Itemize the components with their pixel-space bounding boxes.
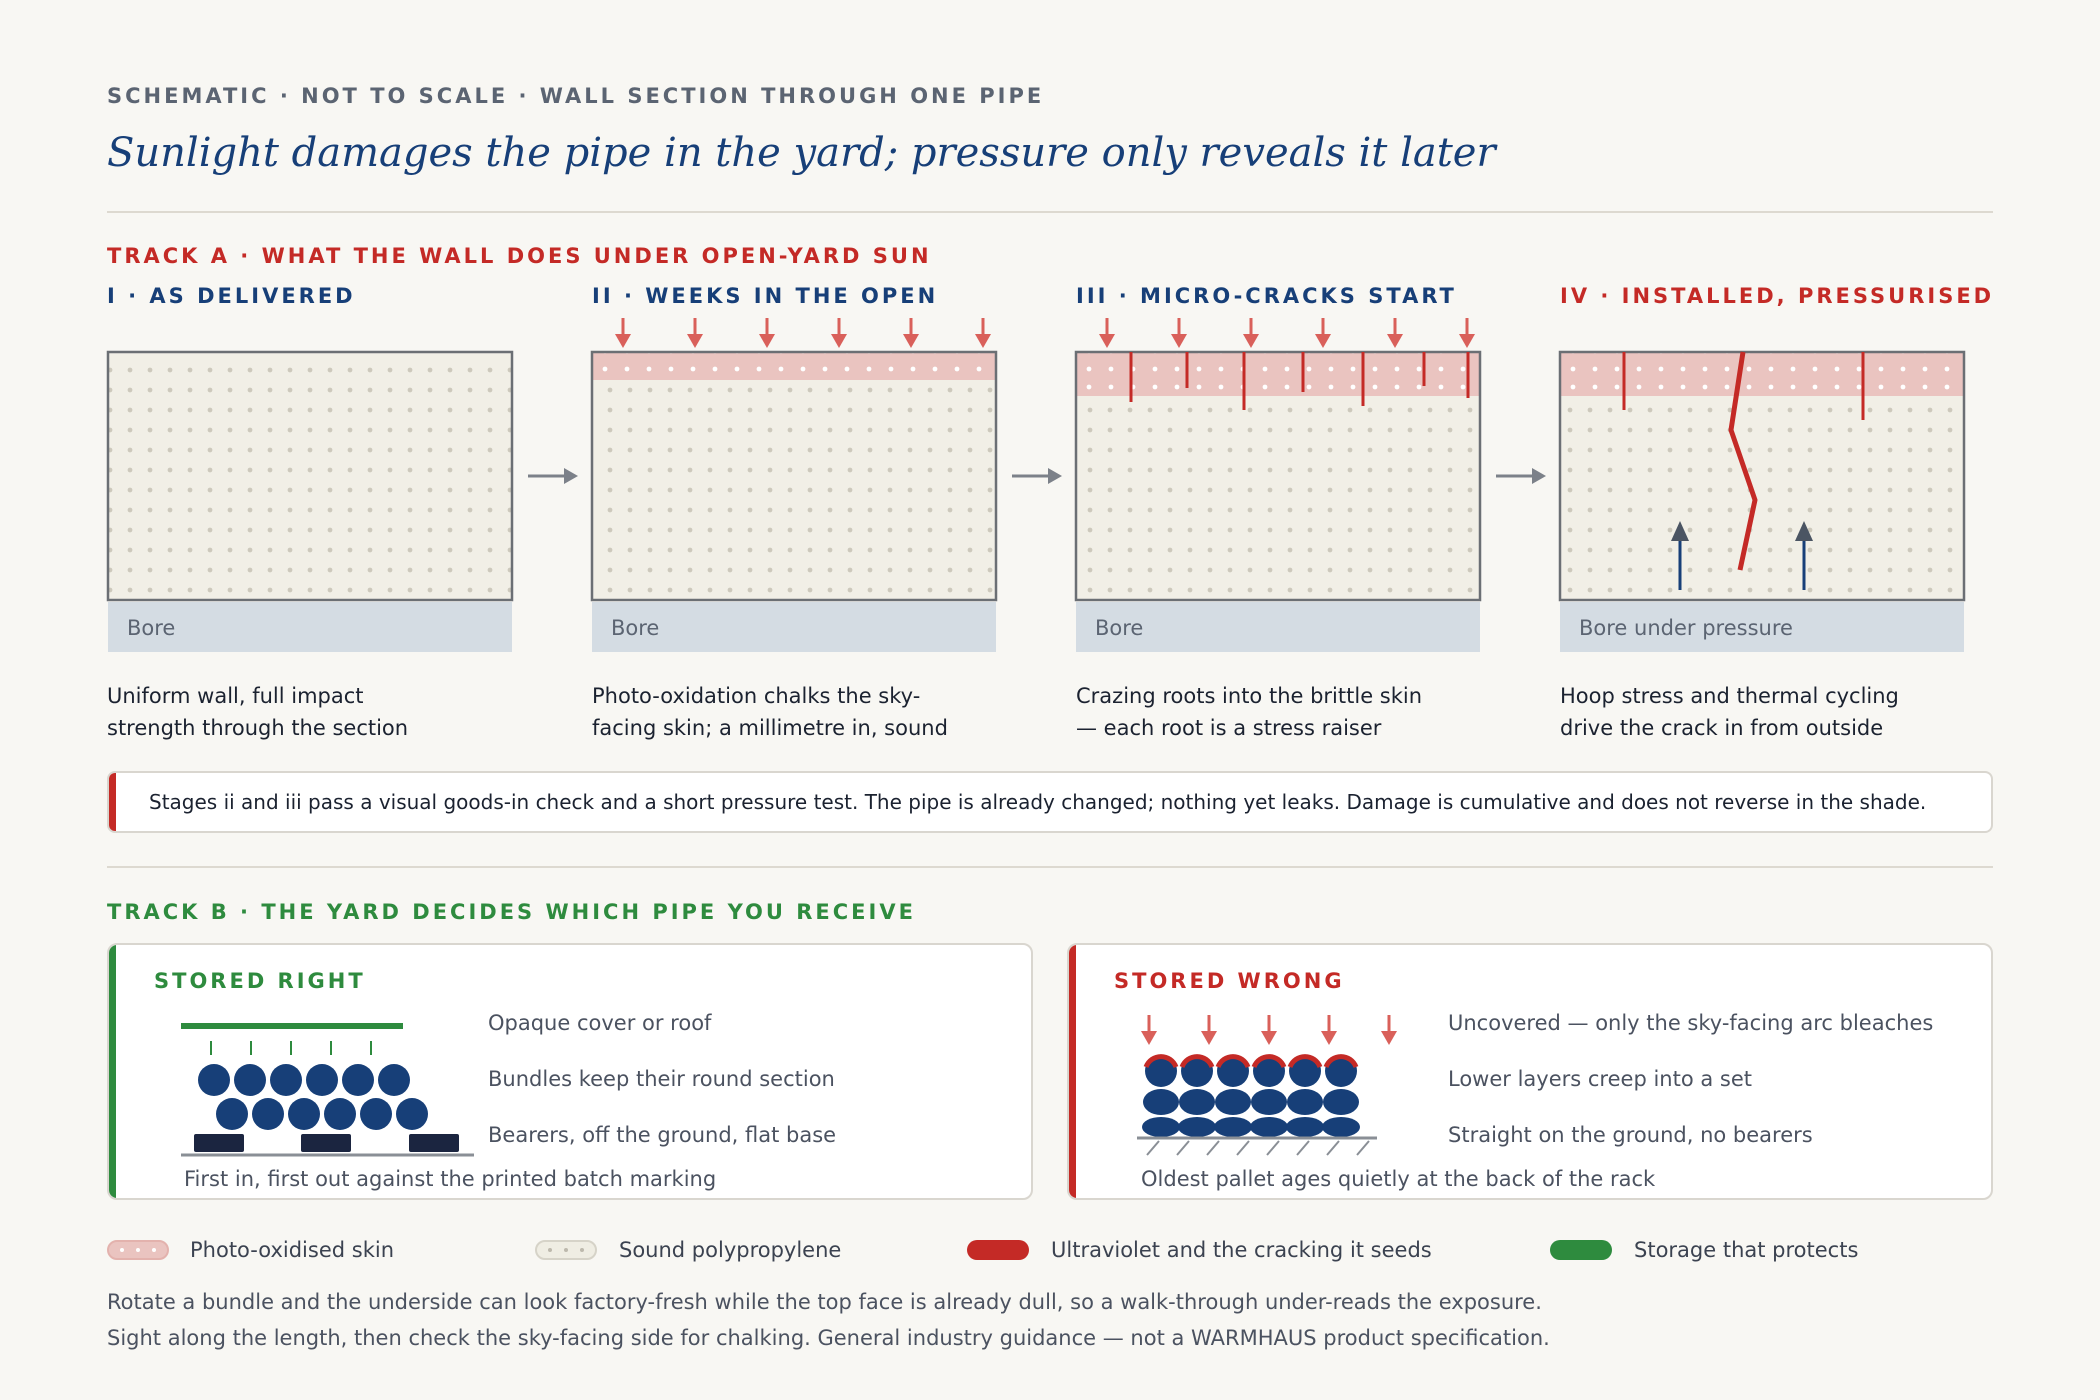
stage-3-caption-line-2: — each root is a stress raiser — [1076, 716, 1382, 740]
bearers — [194, 1134, 459, 1152]
stage-3-wall — [1074, 350, 1482, 602]
stage-3-label: III · MICRO-CRACKS START — [1076, 284, 1457, 308]
stored-right-label-1: Opaque cover or roof — [488, 1011, 712, 1035]
stored-wrong-label-1: Uncovered — only the sky-facing arc blea… — [1448, 1011, 1934, 1035]
uv-arrows — [1141, 1015, 1397, 1045]
footer-line-2: Sight along the length, then check the s… — [107, 1326, 1550, 1350]
stage-2-bore-label: Bore — [611, 616, 660, 640]
stage-4-caption-line-2: drive the crack in from outside — [1560, 716, 1884, 740]
stage-4-caption-line-1: Hoop stress and thermal cycling — [1560, 684, 1899, 708]
legend-swatch-uv — [967, 1240, 1029, 1260]
uv-arrows-stage-3 — [1099, 318, 1475, 348]
page-kicker: SCHEMATIC · NOT TO SCALE · WALL SECTION … — [107, 84, 1045, 108]
legend-label-skin: Photo-oxidised skin — [190, 1238, 395, 1262]
legend-swatch-sound — [535, 1240, 597, 1260]
stored-wrong-label-3: Straight on the ground, no bearers — [1448, 1123, 1813, 1147]
stored-right-illustration — [181, 1023, 474, 1157]
stored-right-title: STORED RIGHT — [154, 969, 366, 993]
bleached-top-layer — [1143, 1054, 1359, 1087]
panel-accent-bar — [1069, 945, 1076, 1198]
stage-arrow-3 — [1496, 468, 1546, 484]
through-crack — [1622, 351, 1865, 571]
track-a-title: TRACK A · WHAT THE WALL DOES UNDER OPEN-… — [107, 244, 932, 268]
stage-4-bore-label: Bore under pressure — [1579, 616, 1793, 640]
stage-3-caption-line-1: Crazing roots into the brittle skin — [1076, 684, 1423, 708]
divider — [107, 211, 1993, 213]
footer-line-1: Rotate a bundle and the underside can lo… — [107, 1290, 1542, 1314]
track-b-title: TRACK B · THE YARD DECIDES WHICH PIPE YO… — [107, 900, 916, 924]
stage-2-caption-line-1: Photo-oxidation chalks the sky- — [592, 684, 921, 708]
stage-1-bore — [108, 602, 512, 652]
stage-3-bore-label: Bore — [1095, 616, 1144, 640]
deformed-lower-layers — [1142, 1089, 1360, 1137]
legend-swatch-skin — [107, 1240, 169, 1260]
stage-2-caption-line-2: facing skin; a millimetre in, sound — [592, 716, 948, 740]
ground — [1137, 1136, 1377, 1156]
uv-arrows-stage-2 — [615, 318, 991, 348]
stage-4-caption: Hoop stress and thermal cycling drive th… — [1560, 680, 1980, 744]
legend-label-uv: Ultraviolet and the cracking it seeds — [1051, 1238, 1432, 1262]
stage-arrow-2 — [1012, 468, 1062, 484]
micro-cracks — [1129, 352, 1470, 410]
stage-3-caption: Crazing roots into the brittle skin — ea… — [1076, 680, 1496, 744]
stored-right-label-2: Bundles keep their round section — [488, 1067, 835, 1091]
stage-1-caption-line-2: strength through the section — [107, 716, 409, 740]
stored-wrong-illustration — [1137, 1015, 1397, 1156]
panel-accent-bar — [109, 945, 116, 1198]
stage-4-bore — [1560, 602, 1964, 652]
stored-right-footer: First in, first out against the printed … — [184, 1167, 717, 1191]
opaque-cover — [181, 1023, 403, 1029]
stored-right-panel: STORED RIGHT Opaque cover or roof Bundle… — [107, 943, 1033, 1200]
stage-3-bore — [1076, 602, 1480, 652]
callout-note: Stages ii and iii pass a visual goods-in… — [107, 771, 1993, 833]
stage-4-wall — [1558, 350, 1966, 602]
stored-wrong-label-2: Lower layers creep into a set — [1448, 1067, 1752, 1091]
stage-1-wall — [106, 350, 514, 602]
wall-section-diagram — [106, 318, 1966, 652]
stored-wrong-panel: STORED WRONG — [1067, 943, 1993, 1200]
pressure-arrows — [1671, 521, 1813, 590]
page-title: Sunlight damages the pipe in the yard; p… — [107, 130, 1496, 176]
stored-right-label-3: Bearers, off the ground, flat base — [488, 1123, 837, 1147]
stage-2-wall — [590, 350, 998, 602]
stage-2-caption: Photo-oxidation chalks the sky- facing s… — [592, 680, 1012, 744]
legend-swatch-storage — [1550, 1240, 1612, 1260]
stage-4-label: IV · INSTALLED, PRESSURISED — [1560, 284, 1995, 308]
stored-wrong-footer: Oldest pallet ages quietly at the back o… — [1141, 1167, 1656, 1191]
divider — [107, 866, 1993, 868]
callout-text: Stages ii and iii pass a visual goods-in… — [149, 790, 1927, 814]
stage-2-bore — [592, 602, 996, 652]
callout-accent-bar — [109, 773, 116, 831]
pipe-bundle — [198, 1064, 428, 1130]
stored-wrong-title: STORED WRONG — [1114, 969, 1345, 993]
stage-1-bore-label: Bore — [127, 616, 176, 640]
legend-label-storage: Storage that protects — [1634, 1238, 1859, 1262]
stage-1-caption: Uniform wall, full impact strength throu… — [107, 680, 527, 744]
stage-1-label: I · AS DELIVERED — [107, 284, 356, 308]
legend-label-sound: Sound polypropylene — [619, 1238, 842, 1262]
stage-arrow-1 — [528, 468, 578, 484]
stage-2-label: II · WEEKS IN THE OPEN — [592, 284, 939, 308]
stage-1-caption-line-1: Uniform wall, full impact — [107, 684, 364, 708]
